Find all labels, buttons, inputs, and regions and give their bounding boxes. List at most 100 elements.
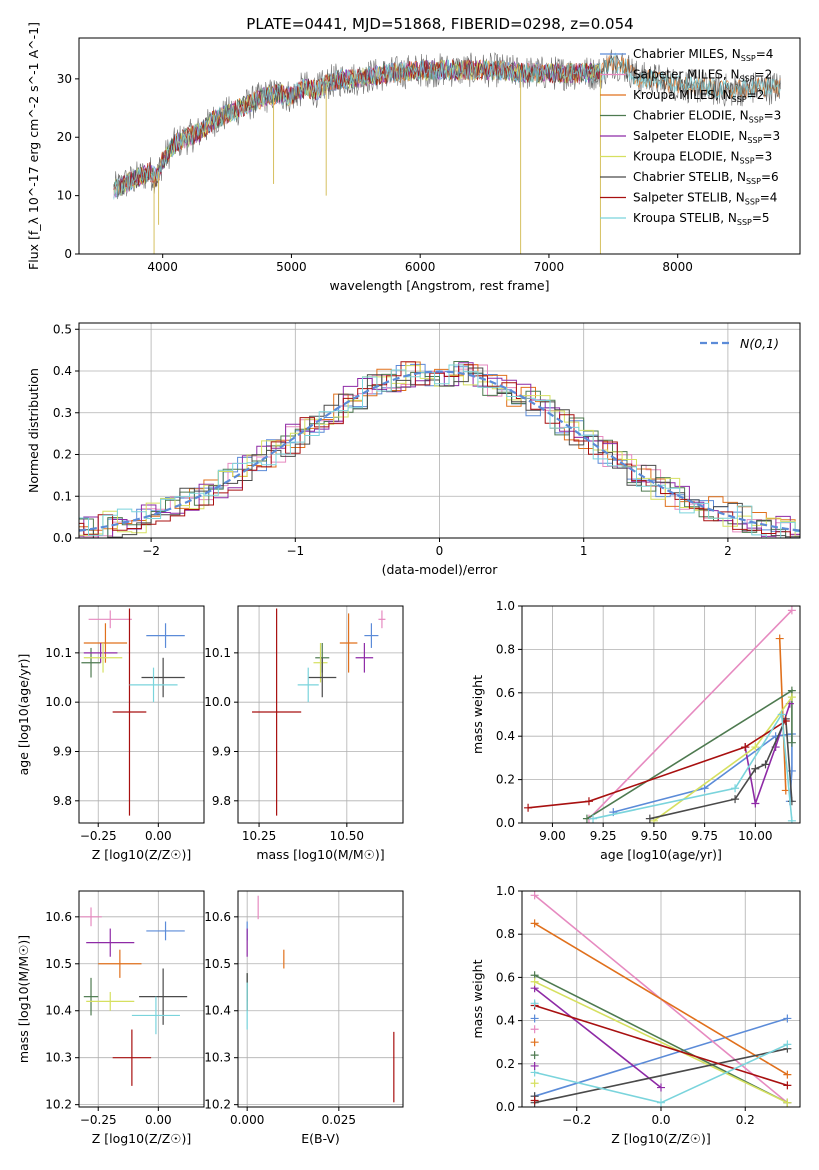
x-tick-label: −0.2 — [562, 1113, 591, 1127]
x-tick-label: 0.00 — [145, 829, 172, 843]
y-tick-label: 0.4 — [496, 729, 515, 743]
normal-reference-curve — [79, 370, 800, 532]
y-tick-label: 0.4 — [53, 364, 72, 378]
legend-label: Chabrier STELIB, NSSP=6 — [633, 170, 779, 186]
mass-weight-marker — [731, 795, 740, 804]
x-tick-label: −0.25 — [80, 1113, 117, 1127]
mass-weight-marker — [783, 1081, 792, 1090]
x-tick-label: 0.00 — [145, 1113, 172, 1127]
mass-weight-vs-age-panel: 9.00 9.25 9.50 9.75 10.00 0.0 0.2 0.4 0.6 0.8 1.0 a… — [470, 599, 801, 862]
legend-label: Kroupa ELODIE, NSSP=3 — [633, 150, 772, 166]
mass-weight-vs-metallicity-panel: −0.2 0.0 0.2 0.0 0.2 0.4 0.6 0.8 1.0 Z [log10(Z/Z… — [470, 884, 801, 1146]
x-axis-label: (data-model)/error — [382, 562, 499, 577]
residual-histogram-panel: −2 −1 0 1 2 0.0 0.1 0.2 0.3 0.4 0.5 (data-model)/er… — [26, 322, 801, 577]
mass-weight-marker — [530, 891, 539, 900]
mass-weight-marker — [700, 784, 709, 793]
plot-area — [530, 891, 792, 1107]
x-tick-label: 9.00 — [539, 829, 566, 843]
x-tick-label: 0.000 — [230, 1113, 264, 1127]
y-tick-label: 0.8 — [496, 642, 515, 656]
mass-weight-marker — [530, 1051, 539, 1060]
mass-weight-marker — [775, 634, 784, 643]
x-tick-label: 7000 — [534, 260, 565, 274]
plot-area — [252, 608, 386, 816]
x-axis-label: age [log10(age/yr)] — [600, 847, 722, 862]
mass-weight-line — [534, 974, 788, 1104]
y-tick-label: 10.1 — [204, 646, 231, 660]
axes-frame — [78, 890, 205, 1108]
x-axis-label: Z [log10(Z/Z☉)] — [92, 1131, 192, 1146]
y-tick-label: 0.4 — [496, 1014, 515, 1028]
y-tick-label: 0.0 — [53, 531, 72, 545]
model-spectrum-line — [113, 52, 781, 200]
axes-frame — [78, 37, 801, 255]
y-tick-label: 10.4 — [45, 1004, 72, 1018]
mass-weight-marker — [584, 797, 593, 806]
mass-weight-marker — [751, 799, 760, 808]
plot-area — [81, 608, 185, 816]
mass-weight-marker — [524, 803, 533, 812]
mass-weight-marker — [783, 1040, 792, 1049]
mass-weight-marker — [530, 977, 539, 986]
mass-weight-marker — [530, 1061, 539, 1070]
y-tick-label: 9.8 — [53, 794, 72, 808]
y-tick-label: 30 — [57, 72, 72, 86]
mass-vs-metallicity-panel: −0.25 0.00 10.2 10.3 10.4 10.5 10.6 Z [log10(Z/… — [16, 890, 205, 1146]
y-tick-label: 10.5 — [45, 957, 72, 971]
plot-area — [524, 606, 796, 823]
y-tick-label: 0.5 — [53, 322, 72, 336]
mass-weight-line — [534, 1004, 788, 1087]
x-tick-label: 1 — [580, 544, 588, 558]
x-tick-label: 10.25 — [242, 829, 276, 843]
legend-label: N(0,1) — [740, 336, 779, 351]
mass-weight-line — [592, 712, 793, 821]
y-tick-label: 0.2 — [496, 1057, 515, 1071]
axes-frame — [237, 890, 404, 1108]
y-tick-label: 9.8 — [212, 794, 231, 808]
histogram-legend: N(0,1) — [700, 336, 779, 351]
y-tick-label: 10.0 — [45, 695, 72, 709]
x-tick-label: 2 — [724, 544, 732, 558]
legend-label: Chabrier ELODIE, NSSP=3 — [633, 109, 781, 125]
x-tick-label: −2 — [142, 544, 160, 558]
mass-weight-line — [534, 987, 662, 1089]
mass-weight-marker — [777, 710, 786, 719]
mass-weight-marker — [787, 606, 796, 615]
y-tick-label: 10.4 — [204, 1004, 231, 1018]
mass-weight-marker — [787, 797, 796, 806]
y-tick-label: 9.9 — [53, 744, 72, 758]
axes-frame — [78, 605, 205, 824]
model-spectrum-line — [113, 60, 601, 196]
mass-weight-marker — [783, 1070, 792, 1079]
legend-label: Chabrier MILES, NSSP=4 — [633, 47, 773, 63]
mass-weight-marker — [530, 1014, 539, 1023]
x-tick-label: 4000 — [147, 260, 178, 274]
x-tick-label: 0.0 — [651, 1113, 670, 1127]
y-axis-label: mass weight — [470, 675, 485, 754]
y-tick-label: 1.0 — [496, 884, 515, 898]
x-axis-label: Z [log10(Z/Z☉)] — [611, 1131, 711, 1146]
x-tick-label: 0.2 — [736, 1113, 755, 1127]
y-axis-label: Normed distribution — [26, 368, 41, 493]
mass-weight-line — [649, 718, 793, 820]
model-spectrum-line — [113, 58, 601, 196]
y-tick-label: 10.5 — [204, 957, 231, 971]
mass-weight-marker — [787, 693, 796, 702]
y-tick-label: 0.0 — [496, 1100, 515, 1114]
y-tick-label: 10.3 — [204, 1051, 231, 1065]
x-axis-label: wavelength [Angstrom, rest frame] — [329, 278, 549, 293]
x-tick-label: 9.50 — [641, 829, 668, 843]
x-tick-label: 9.75 — [691, 829, 718, 843]
y-tick-label: 10.2 — [45, 1098, 72, 1112]
histogram-step — [79, 362, 800, 538]
y-tick-label: 0.6 — [496, 686, 515, 700]
figure-title: PLATE=0441, MJD=51868, FIBERID=0298, z=0… — [246, 15, 633, 33]
mass-weight-marker — [530, 999, 539, 1008]
mass-weight-marker — [781, 717, 790, 726]
x-axis-label: mass [log10(M/M☉)] — [256, 847, 384, 862]
y-axis-label: mass weight — [470, 959, 485, 1038]
axes-frame — [237, 605, 404, 824]
legend-label: Salpeter STELIB, NSSP=4 — [633, 191, 777, 207]
y-tick-label: 10.6 — [45, 910, 72, 924]
mass-weight-marker — [751, 764, 760, 773]
